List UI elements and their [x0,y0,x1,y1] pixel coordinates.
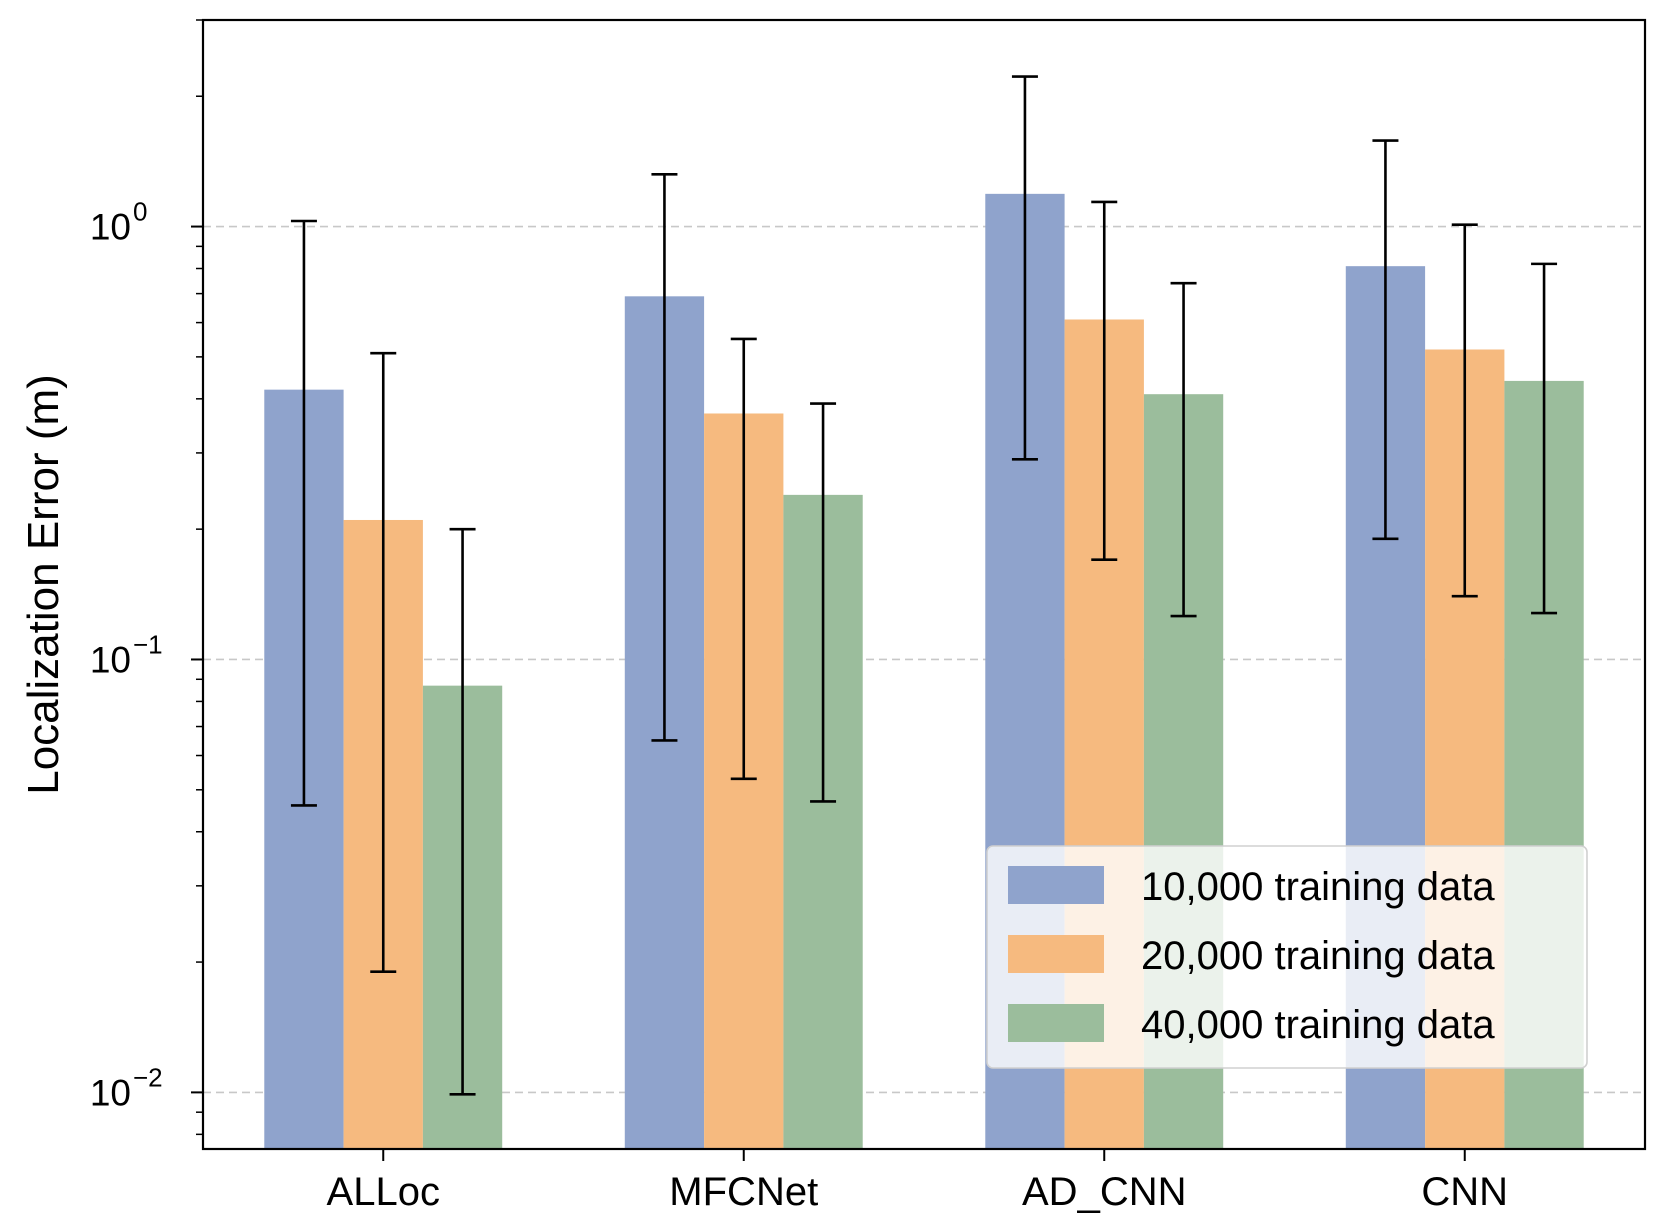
error-bar [1011,75,1038,461]
y-tick-label: 10 [90,639,131,680]
legend-box [986,845,1588,1069]
y-tick-label: 10 [90,1072,131,1113]
legend-label-series-2: 20,000 training data [1141,934,1495,978]
error-bar [449,527,476,1096]
legend-swatch-series-2 [1008,935,1104,973]
x-axis-ticks: ALLoc MFCNet AD_CNN CNN [327,1149,1508,1214]
y-axis-label: Localization Error (m) [19,374,68,795]
error-bars [290,75,1558,1096]
error-bar [290,219,317,807]
x-tick-label: CNN [1421,1170,1508,1214]
legend-swatch-series-3 [1008,1004,1104,1042]
plot-frame [201,18,1647,1151]
error-bar [1372,139,1399,541]
x-tick-label: MFCNet [669,1170,818,1214]
y-tick-exponent: −1 [133,629,163,659]
y-tick-exponent: −2 [133,1062,163,1092]
error-bar [1170,281,1197,618]
x-tick-label: AD_CNN [1022,1170,1186,1214]
error-bar [810,402,837,803]
y-tick-label: 10 [90,207,131,248]
legend-swatch-series-1 [1008,866,1104,904]
legend-label-series-1: 10,000 training data [1141,865,1495,909]
error-bar [651,173,678,742]
legend: 10,000 training data 20,000 training data… [986,845,1588,1069]
y-tick-exponent: 0 [133,197,147,227]
legend-label-series-3: 40,000 training data [1141,1003,1495,1047]
x-tick-label: ALLoc [327,1170,440,1214]
error-bar [370,351,397,974]
error-bar [1531,262,1558,615]
error-bar [730,337,757,781]
error-bar [1451,223,1478,598]
error-bar [1091,200,1118,562]
